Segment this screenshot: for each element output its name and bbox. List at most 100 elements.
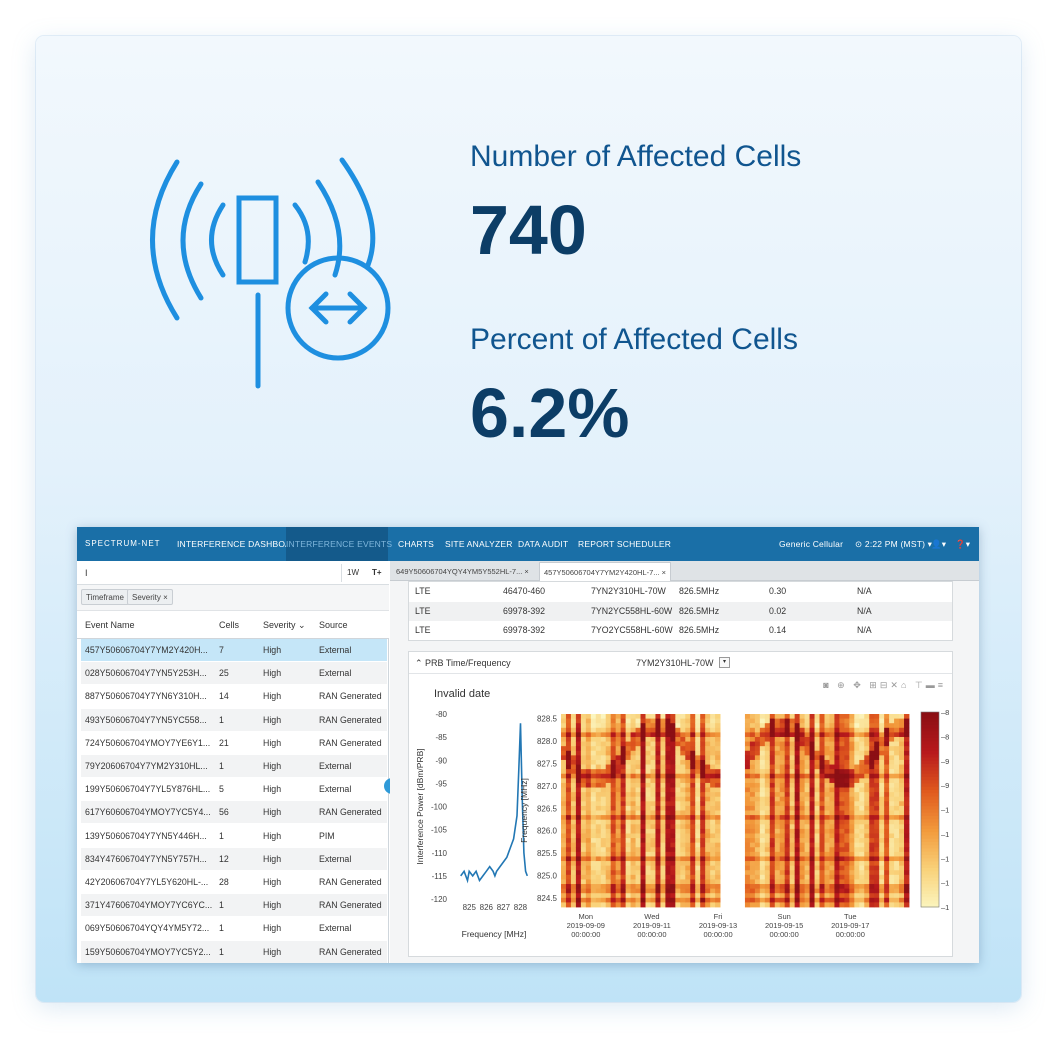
heatmap-cell [570, 870, 577, 876]
heatmap-cell [600, 819, 607, 825]
col-event-name[interactable]: Event Name [85, 620, 135, 630]
col-source[interactable]: Source [319, 620, 348, 630]
heatmap-cell [565, 746, 572, 752]
user-menu[interactable]: 👤▾ [931, 527, 946, 561]
heatmap-cell [600, 842, 607, 848]
box-select-icon[interactable]: ⊞ [869, 680, 880, 690]
table-row[interactable]: 834Y47606704Y7YN5Y757H... 12 High External [81, 847, 387, 871]
heatmap-cell [620, 819, 627, 825]
heatmap-cell [595, 714, 602, 719]
select-dropdown-icon[interactable]: ▾ [719, 657, 730, 668]
nav-site-analyzer[interactable]: SITE ANALYZER [445, 539, 513, 549]
prb-panel-title[interactable]: ⌃ PRB Time/Frequency [415, 652, 511, 674]
heatmap-cell [630, 838, 636, 844]
heatmap-cell [744, 723, 751, 729]
table-row[interactable]: 887Y50606704Y7YN6Y310H... 14 High RAN Gener… [81, 685, 387, 709]
heatmap-cell [814, 870, 820, 876]
table-row[interactable]: 069Y50606704YQY4YM5Y72... 1 High External [81, 917, 387, 941]
table-row[interactable]: 199Y50606704Y7YL5Y876HL... 5 High External [81, 778, 387, 802]
home-icon[interactable]: ⌂ [900, 680, 910, 690]
nav-data-audit[interactable]: DATA AUDIT [518, 539, 569, 549]
measurement-tech: LTE [415, 625, 431, 635]
chip-timeframe[interactable]: Timeframe [81, 589, 129, 605]
zoom-icon[interactable]: ⊕ [837, 680, 848, 690]
time-display[interactable]: ⊙ 2:22 PM (MST) ▾ [855, 539, 933, 549]
heatmap-cell [819, 750, 825, 756]
nav-interference-dashboard[interactable]: INTERFERENCE DASHBOARD [177, 539, 304, 549]
heatmap-cell [784, 723, 791, 729]
heatmap-cell [859, 714, 865, 719]
heatmap-cell [670, 787, 676, 793]
table-row[interactable]: 617Y60606704YMOY7YC5Y4... 56 High RAN Gener… [81, 801, 387, 825]
cell-cells: 1 [219, 946, 224, 957]
measurement-row[interactable]: LTE 69978-392 7YO2YC558HL-60W 826.5MHz 0.14 N… [409, 621, 952, 640]
heatmap-cell [645, 884, 651, 890]
range-button[interactable]: 1W [347, 568, 359, 577]
help-menu[interactable]: ❓▾ [955, 527, 970, 561]
chip-severity[interactable]: Severity × [127, 589, 173, 605]
heatmap-cell [769, 897, 776, 903]
org-selector[interactable]: Generic Cellular [779, 539, 844, 549]
heatmap-cell [889, 902, 895, 908]
heatmap-cell [849, 847, 855, 853]
filter-button[interactable]: T+ [372, 568, 382, 577]
cell-select[interactable]: 7YM2Y310HL-70W [636, 658, 714, 668]
hover-icon[interactable]: ▬ [925, 680, 938, 690]
cell-cells: 12 [219, 853, 229, 864]
search-input[interactable]: I [85, 568, 88, 578]
heatmap-cell [585, 714, 592, 719]
lasso-icon[interactable]: ⊟ [879, 680, 891, 690]
heatmap-cell [834, 879, 840, 885]
pan-icon[interactable]: ✥ [853, 680, 864, 690]
chart-toolbar[interactable]: ◙ ⊕ ✥ ⊞⊟✕⌂ ⊤▬≡ [823, 680, 946, 691]
table-row[interactable]: 371Y47606704YMOY7YC6YC... 1 High RAN Genera… [81, 894, 387, 918]
heatmap-cell [769, 792, 776, 798]
heatmap-cell [879, 861, 885, 867]
tab-event-649[interactable]: 649Y50606704YQY4YM5Y552HL-7... × [396, 567, 529, 576]
heatmap-cell [705, 805, 711, 811]
heatmap-cell [879, 828, 885, 834]
nav-charts[interactable]: CHARTS [398, 539, 434, 549]
heatmap-cell [824, 824, 830, 830]
heatmap-cell [705, 759, 711, 765]
table-row[interactable]: 42Y20606704Y7YL5Y620HL-... 28 High RAN Gene… [81, 871, 387, 894]
heatmap-cell [899, 861, 905, 867]
table-row[interactable]: 724Y50606704YMOY7YE6Y1... 21 High RAN Gener… [81, 732, 387, 755]
table-row[interactable]: 028Y50606704Y7YN5Y253H... 25 High External [81, 662, 387, 686]
nav-interference-events[interactable]: INTERFERENCE EVENTS [286, 527, 392, 561]
table-row[interactable]: 79Y20606704Y7YM2Y310HL... 1 High External [81, 755, 387, 778]
heatmap-cell [819, 884, 825, 890]
colorbar-tick-label: –90 [941, 757, 949, 766]
brand-logo[interactable]: SPECTRUM-NET [85, 539, 161, 548]
measurement-value: 0.14 [769, 625, 787, 635]
heatmap-cell [645, 842, 651, 848]
heatmap-cell [580, 801, 587, 807]
heatmap-cell [670, 755, 676, 761]
autoscale-icon[interactable]: ✕ [890, 680, 901, 690]
heatmap-cell [645, 741, 651, 747]
nav-report-scheduler[interactable]: REPORT SCHEDULER [578, 539, 672, 549]
table-row[interactable]: 493Y50606704Y7YN5YC558... 1 High RAN Genera… [81, 708, 387, 732]
measurement-row[interactable]: LTE 46470-460 7YN2Y310HL-70W 826.5MHz 0.30 N/… [409, 582, 952, 601]
table-row[interactable]: 457Y50606704Y7YM2Y420H... 7 High External [81, 639, 387, 662]
heatmap-cell [635, 727, 641, 733]
camera-icon[interactable]: ◙ [823, 680, 832, 690]
tab-event-457[interactable]: 457Y50606704Y7YM2Y420HL-7... × [539, 562, 671, 581]
heatmap-cell [849, 741, 855, 747]
col-cells[interactable]: Cells [219, 620, 240, 630]
heatmap-cell [610, 727, 617, 733]
heatmap-cell [754, 897, 761, 903]
heatmap-cell [630, 718, 636, 724]
table-row[interactable]: 139Y50606704Y7YN5Y446H... 1 High PIM [81, 825, 387, 848]
spike-icon[interactable]: ⊤ [914, 680, 926, 690]
heatmap-cell [615, 893, 622, 899]
measurement-row[interactable]: LTE 69978-392 7YN2YC558HL-60W 826.5MHz 0.02 N… [409, 601, 952, 621]
compare-icon[interactable]: ≡ [937, 680, 946, 690]
col-severity[interactable]: Severity ⌄ [263, 611, 306, 639]
heatmap-cell [660, 801, 666, 807]
heatmap-cell [804, 902, 810, 908]
heatmap-cell [889, 888, 895, 894]
heatmap-cell [705, 746, 711, 752]
table-row[interactable]: 159Y50606704YMOY7YC5Y2... 1 High RAN Genera… [81, 940, 387, 963]
heatmap-cell [695, 727, 701, 733]
